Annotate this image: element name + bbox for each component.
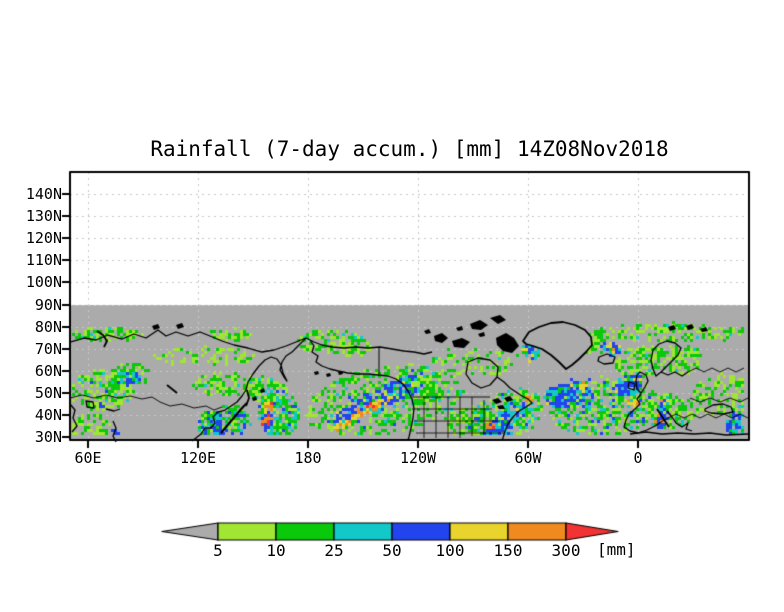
colorbar-unit-label: [mm] <box>597 540 636 559</box>
y-tick-label: 40N <box>34 406 62 424</box>
x-tick-label: 120W <box>399 449 437 467</box>
x-tick-label: 180 <box>294 449 322 467</box>
y-tick-label: 70N <box>34 340 62 358</box>
colorbar-level-label: 100 <box>435 541 465 560</box>
colorbar-level-label: 10 <box>266 541 286 560</box>
x-tick-label: 60E <box>74 449 102 467</box>
colorbar-level-label: 25 <box>324 541 344 560</box>
x-tick-label: 0 <box>633 449 643 467</box>
x-tick-label: 60W <box>514 449 542 467</box>
y-tick-label: 60N <box>34 362 62 380</box>
y-tick-label: 100N <box>25 273 62 291</box>
colorbar-level-label: 5 <box>213 541 223 560</box>
y-tick-label: 90N <box>34 296 62 314</box>
y-tick-label: 110N <box>25 251 62 269</box>
y-tick-label: 140N <box>25 185 62 203</box>
colorbar-level-label: 300 <box>551 541 581 560</box>
colorbar-level-label: 50 <box>382 541 402 560</box>
y-tick-label: 80N <box>34 318 62 336</box>
chart-title: Rainfall (7-day accum.) [mm] 14Z08Nov201… <box>150 137 669 161</box>
y-tick-label: 120N <box>25 229 62 247</box>
x-tick-label: 120E <box>179 449 217 467</box>
colorbar-level-label: 150 <box>493 541 523 560</box>
y-tick-label: 50N <box>34 384 62 402</box>
y-tick-label: 30N <box>34 428 62 446</box>
y-tick-label: 130N <box>25 207 62 225</box>
